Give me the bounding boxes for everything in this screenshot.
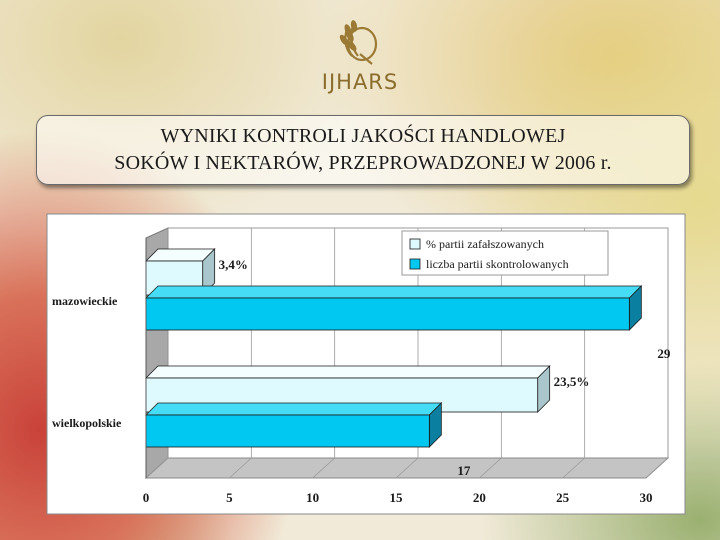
floor-gridline [479,457,502,479]
bar-count [145,297,630,331]
title-line-1: WYNIKI KONTROLI JAKOŚCI HANDLOWEJ [160,125,566,147]
legend-box [401,230,609,276]
floor-gridline [395,457,419,479]
x-tick-label: 20 [473,490,486,505]
title-box: WYNIKI KONTROLI JAKOŚCI HANDLOWEJ SOKÓW … [36,115,690,185]
floor-gridline [562,457,585,479]
legend-swatch [409,258,421,270]
category-label: wielkopolskie [52,416,122,430]
floor-gridline [645,457,669,479]
ijhars-logo: IJHARS [300,14,420,104]
percent-data-label: 3,4% [219,257,248,272]
wheat-leaf-logo-icon [339,20,378,65]
floor-gridline [229,457,252,479]
x-tick-label: 15 [390,490,404,505]
bar-count-top [145,402,443,416]
bar-count [145,414,430,448]
x-tick-label: 5 [226,490,233,505]
legend-swatch [409,238,421,250]
count-data-label: 29 [657,346,671,361]
bar-count-top [145,285,643,299]
count-data-label: 17 [457,463,471,478]
x-tick-label: 25 [556,490,570,505]
x-tick-label: 10 [306,490,319,505]
x-tick-label: 30 [640,490,653,505]
legend-label: % partii zafałszowanych [426,237,544,251]
legend-label: liczba partii skontrolowanych [426,257,569,271]
x-tick-label: 0 [143,490,150,505]
floor-gridline [145,457,169,479]
percent-data-label: 23,5% [554,374,590,389]
floor-gridline [312,457,335,479]
logo-text: IJHARS [321,70,399,94]
bar-percent-top [145,365,551,379]
category-label: mazowieckie [52,294,118,308]
title-line-2: SOKÓW I NEKTARÓW, PRZEPROWADZONEJ W 2006… [114,152,612,174]
bar-chart: 0 5 10 15 20 25 30 mazowieckie 3,4% 29 wielkopolsk… [46,213,686,515]
